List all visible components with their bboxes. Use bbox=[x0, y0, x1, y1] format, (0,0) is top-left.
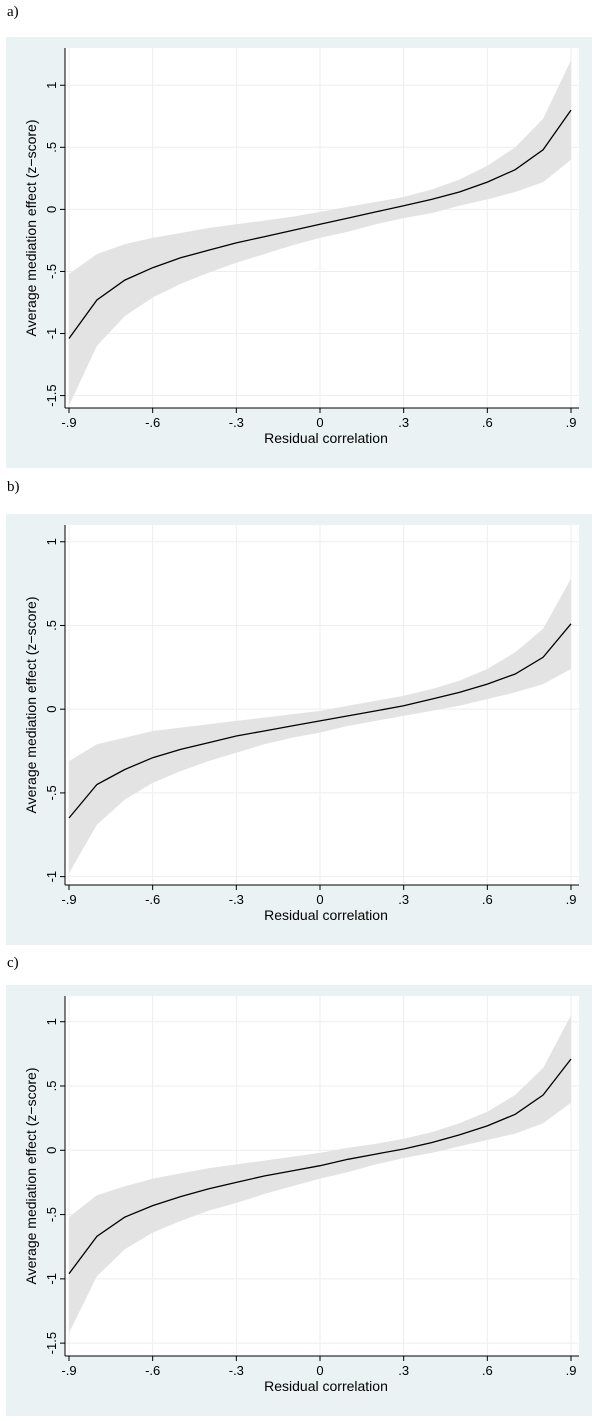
x-axis-title: Residual correlation bbox=[264, 907, 388, 923]
y-tick-label: -1 bbox=[44, 328, 59, 340]
x-tick-label: 0 bbox=[316, 892, 323, 907]
x-tick-label: 0 bbox=[316, 1363, 323, 1378]
x-tick-label: -.3 bbox=[229, 892, 244, 907]
y-tick-label: .5 bbox=[44, 142, 59, 153]
plot-area bbox=[65, 525, 579, 885]
x-tick-label: -.3 bbox=[229, 1363, 244, 1378]
y-tick-label: -1 bbox=[44, 1273, 59, 1285]
y-axis-title: Average mediation effect (z−score) bbox=[23, 120, 39, 337]
y-tick-label: 0 bbox=[44, 206, 59, 213]
x-tick-label: .9 bbox=[566, 1363, 577, 1378]
estimate-line bbox=[68, 623, 572, 819]
x-tick-label: .6 bbox=[482, 892, 493, 907]
y-tick-label: 1 bbox=[44, 1018, 59, 1025]
x-tick-label: .3 bbox=[398, 1363, 409, 1378]
panel-label-a: a) bbox=[7, 4, 19, 20]
y-axis-title: Average mediation effect (z−score) bbox=[23, 597, 39, 814]
x-tick-label: -.6 bbox=[145, 892, 160, 907]
y-tick-label: -.5 bbox=[44, 785, 59, 800]
panel-label-b: b) bbox=[7, 479, 20, 495]
y-tick-label: -1 bbox=[44, 871, 59, 883]
chart-svg-b: -.9 -.6 -.3 0 .3 .6 .9 -1 -.5 0 .5 1 Residual correl… bbox=[6, 514, 592, 945]
x-tick-label: -.6 bbox=[145, 415, 160, 430]
y-tick-label: -.5 bbox=[44, 264, 59, 279]
confidence-band bbox=[69, 578, 571, 874]
x-tick-label: -.9 bbox=[61, 1363, 76, 1378]
chart-panel-b: -.9 -.6 -.3 0 .3 .6 .9 -1 -.5 0 .5 1 Residual correl… bbox=[6, 514, 592, 945]
x-tick-label: .6 bbox=[482, 1363, 493, 1378]
x-tick-label: -.9 bbox=[61, 892, 76, 907]
panel-label-c: c) bbox=[7, 955, 19, 971]
y-tick-label: 0 bbox=[44, 706, 59, 713]
chart-svg-a: -.9 -.6 -.3 0 .3 .6 .9 -1.5 -1 -.5 0 .5 1 Residual co… bbox=[6, 37, 592, 468]
x-tick-label: -.9 bbox=[61, 415, 76, 430]
x-tick-label: .3 bbox=[398, 892, 409, 907]
y-axis-title: Average mediation effect (z−score) bbox=[23, 1068, 39, 1285]
chart-panel-c: -.9 -.6 -.3 0 .3 .6 .9 -1.5 -1 -.5 0 .5 1 Residual co… bbox=[6, 985, 592, 1416]
x-axis-title: Residual correlation bbox=[264, 430, 388, 446]
y-tick-label: .5 bbox=[44, 620, 59, 631]
y-tick-label: .5 bbox=[44, 1081, 59, 1092]
y-tick-label: -1.5 bbox=[44, 384, 59, 406]
y-tick-label: -1.5 bbox=[44, 1332, 59, 1354]
y-tick-label: -.5 bbox=[44, 1207, 59, 1222]
confidence-band bbox=[69, 1015, 571, 1333]
y-tick-label: 1 bbox=[44, 82, 59, 89]
x-tick-label: -.6 bbox=[145, 1363, 160, 1378]
confidence-band bbox=[69, 60, 571, 406]
chart-panel-a: -.9 -.6 -.3 0 .3 .6 .9 -1.5 -1 -.5 0 .5 1 Residual co… bbox=[6, 37, 592, 468]
chart-svg-c: -.9 -.6 -.3 0 .3 .6 .9 -1.5 -1 -.5 0 .5 1 Residual co… bbox=[6, 985, 592, 1416]
x-tick-label: .6 bbox=[482, 415, 493, 430]
estimate-line bbox=[68, 109, 572, 339]
x-tick-label: 0 bbox=[316, 415, 323, 430]
x-axis-title: Residual correlation bbox=[264, 1378, 388, 1394]
x-tick-label: .9 bbox=[566, 415, 577, 430]
y-tick-label: 1 bbox=[44, 538, 59, 545]
x-tick-label: -.3 bbox=[229, 415, 244, 430]
x-tick-label: .3 bbox=[398, 415, 409, 430]
estimate-line bbox=[68, 1058, 572, 1275]
x-tick-label: .9 bbox=[566, 892, 577, 907]
y-tick-label: 0 bbox=[44, 1147, 59, 1154]
